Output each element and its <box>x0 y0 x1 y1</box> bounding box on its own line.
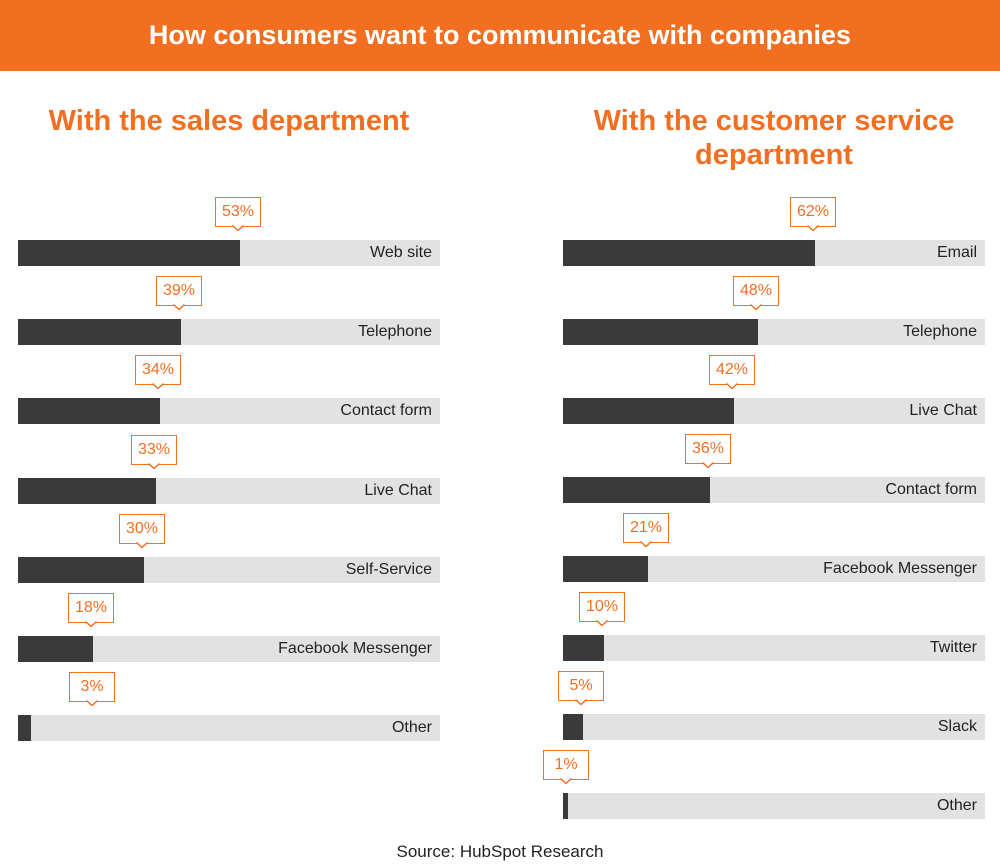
sales-self-service-label: Self-Service <box>345 561 432 578</box>
sales-other-value-callout: 3% <box>69 672 117 706</box>
service-live-chat-label: Live Chat <box>909 402 977 419</box>
sales-contact-form-label: Contact form <box>340 402 432 419</box>
service-twitter-label: Twitter <box>929 639 977 656</box>
service-facebook-messenger-value-label: 21% <box>623 513 669 543</box>
service-email-callout-pointer <box>807 224 819 231</box>
sales-telephone-value-label: 39% <box>156 276 202 306</box>
sales-facebook-messenger-label: Facebook Messenger <box>278 640 432 657</box>
sales-chart-title: With the sales department <box>48 105 410 137</box>
service-other-callout-pointer <box>560 777 572 784</box>
sales-telephone-value-callout: 39% <box>156 276 204 310</box>
source-note: Source: HubSpot Research <box>396 842 604 861</box>
service-other-bar <box>563 793 568 819</box>
sales-self-service-value-callout: 30% <box>119 514 167 548</box>
service-live-chat-value-label: 42% <box>709 355 755 385</box>
sales-live-chat-row: Live Chat <box>18 478 440 504</box>
sales-facebook-messenger-row: Facebook Messenger <box>18 636 440 662</box>
service-email-label: Email <box>936 244 977 261</box>
service-contact-form-value-callout: 36% <box>685 434 733 468</box>
banner: How consumers want to communicate with c… <box>0 0 1000 71</box>
sales-facebook-messenger-bar <box>18 636 93 662</box>
sales-web-site-value-callout: 53% <box>215 197 263 231</box>
sales-telephone-bar <box>18 319 181 345</box>
service-twitter-callout-pointer <box>596 619 608 626</box>
service-live-chat-value-callout: 42% <box>709 355 757 389</box>
sales-live-chat-bar <box>18 478 156 504</box>
service-contact-form-value-label: 36% <box>685 434 731 464</box>
service-twitter-value-callout: 10% <box>579 592 627 626</box>
service-other-row: Other <box>563 793 985 819</box>
sales-contact-form-value-label: 34% <box>135 355 181 385</box>
service-slack-row: Slack <box>563 714 985 740</box>
service-other-label: Other <box>936 797 977 814</box>
sales-facebook-messenger-value-label: 18% <box>68 593 114 623</box>
service-chart-title: With the customer service department <box>593 105 955 171</box>
service-slack-label: Slack <box>937 718 977 735</box>
service-twitter-bar-track <box>563 635 985 661</box>
service-contact-form-bar <box>563 477 710 503</box>
service-facebook-messenger-value-callout: 21% <box>623 513 671 547</box>
service-slack-callout-pointer <box>575 698 587 705</box>
service-other-value-callout: 1% <box>543 750 591 784</box>
service-facebook-messenger-bar <box>563 556 648 582</box>
sales-facebook-messenger-value-callout: 18% <box>68 593 116 627</box>
sales-web-site-callout-pointer <box>232 224 244 231</box>
service-facebook-messenger-row: Facebook Messenger <box>563 556 985 582</box>
service-telephone-value-callout: 48% <box>733 276 781 310</box>
banner-title: How consumers want to communicate with c… <box>148 20 852 50</box>
service-telephone-callout-pointer <box>750 303 762 310</box>
service-live-chat-bar <box>563 398 734 424</box>
sales-self-service-value-label: 30% <box>119 514 165 544</box>
sales-other-callout-pointer <box>86 699 98 706</box>
sales-live-chat-value-label: 33% <box>131 435 177 465</box>
service-contact-form-label: Contact form <box>885 481 977 498</box>
service-telephone-bar <box>563 319 758 345</box>
service-telephone-value-label: 48% <box>733 276 779 306</box>
sales-telephone-callout-pointer <box>173 303 185 310</box>
service-facebook-messenger-callout-pointer <box>640 540 652 547</box>
sales-live-chat-label: Live Chat <box>364 482 432 499</box>
sales-live-chat-value-callout: 33% <box>131 435 179 469</box>
sales-contact-form-value-callout: 34% <box>135 355 183 389</box>
sales-self-service-callout-pointer <box>136 541 148 548</box>
service-twitter-bar <box>563 635 604 661</box>
service-slack-bar <box>563 714 583 740</box>
sales-contact-form-bar <box>18 398 160 424</box>
sales-web-site-row: Web site <box>18 240 440 266</box>
sales-other-label: Other <box>391 719 432 736</box>
service-live-chat-callout-pointer <box>726 382 738 389</box>
service-facebook-messenger-label: Facebook Messenger <box>823 560 977 577</box>
service-contact-form-row: Contact form <box>563 477 985 503</box>
sales-other-bar <box>18 715 31 741</box>
sales-facebook-messenger-callout-pointer <box>85 620 97 627</box>
service-contact-form-callout-pointer <box>702 461 714 468</box>
sales-contact-form-callout-pointer <box>152 382 164 389</box>
sales-web-site-label: Web site <box>370 244 432 261</box>
sales-web-site-value-label: 53% <box>215 197 261 227</box>
service-email-value-callout: 62% <box>790 197 838 231</box>
service-telephone-label: Telephone <box>903 323 977 340</box>
sales-telephone-label: Telephone <box>358 323 432 340</box>
service-email-bar <box>563 240 815 266</box>
sales-self-service-bar <box>18 557 144 583</box>
service-other-value-label: 1% <box>543 750 589 780</box>
service-email-value-label: 62% <box>790 197 836 227</box>
sales-contact-form-row: Contact form <box>18 398 440 424</box>
sales-other-bar-track <box>18 715 440 741</box>
sales-self-service-row: Self-Service <box>18 557 440 583</box>
service-other-bar-track <box>563 793 985 819</box>
sales-other-row: Other <box>18 715 440 741</box>
service-twitter-row: Twitter <box>563 635 985 661</box>
service-live-chat-row: Live Chat <box>563 398 985 424</box>
service-telephone-row: Telephone <box>563 319 985 345</box>
service-twitter-value-label: 10% <box>579 592 625 622</box>
sales-telephone-row: Telephone <box>18 319 440 345</box>
service-slack-bar-track <box>563 714 985 740</box>
sales-web-site-bar <box>18 240 240 266</box>
service-email-row: Email <box>563 240 985 266</box>
sales-live-chat-callout-pointer <box>148 462 160 469</box>
service-slack-value-callout: 5% <box>558 671 606 705</box>
